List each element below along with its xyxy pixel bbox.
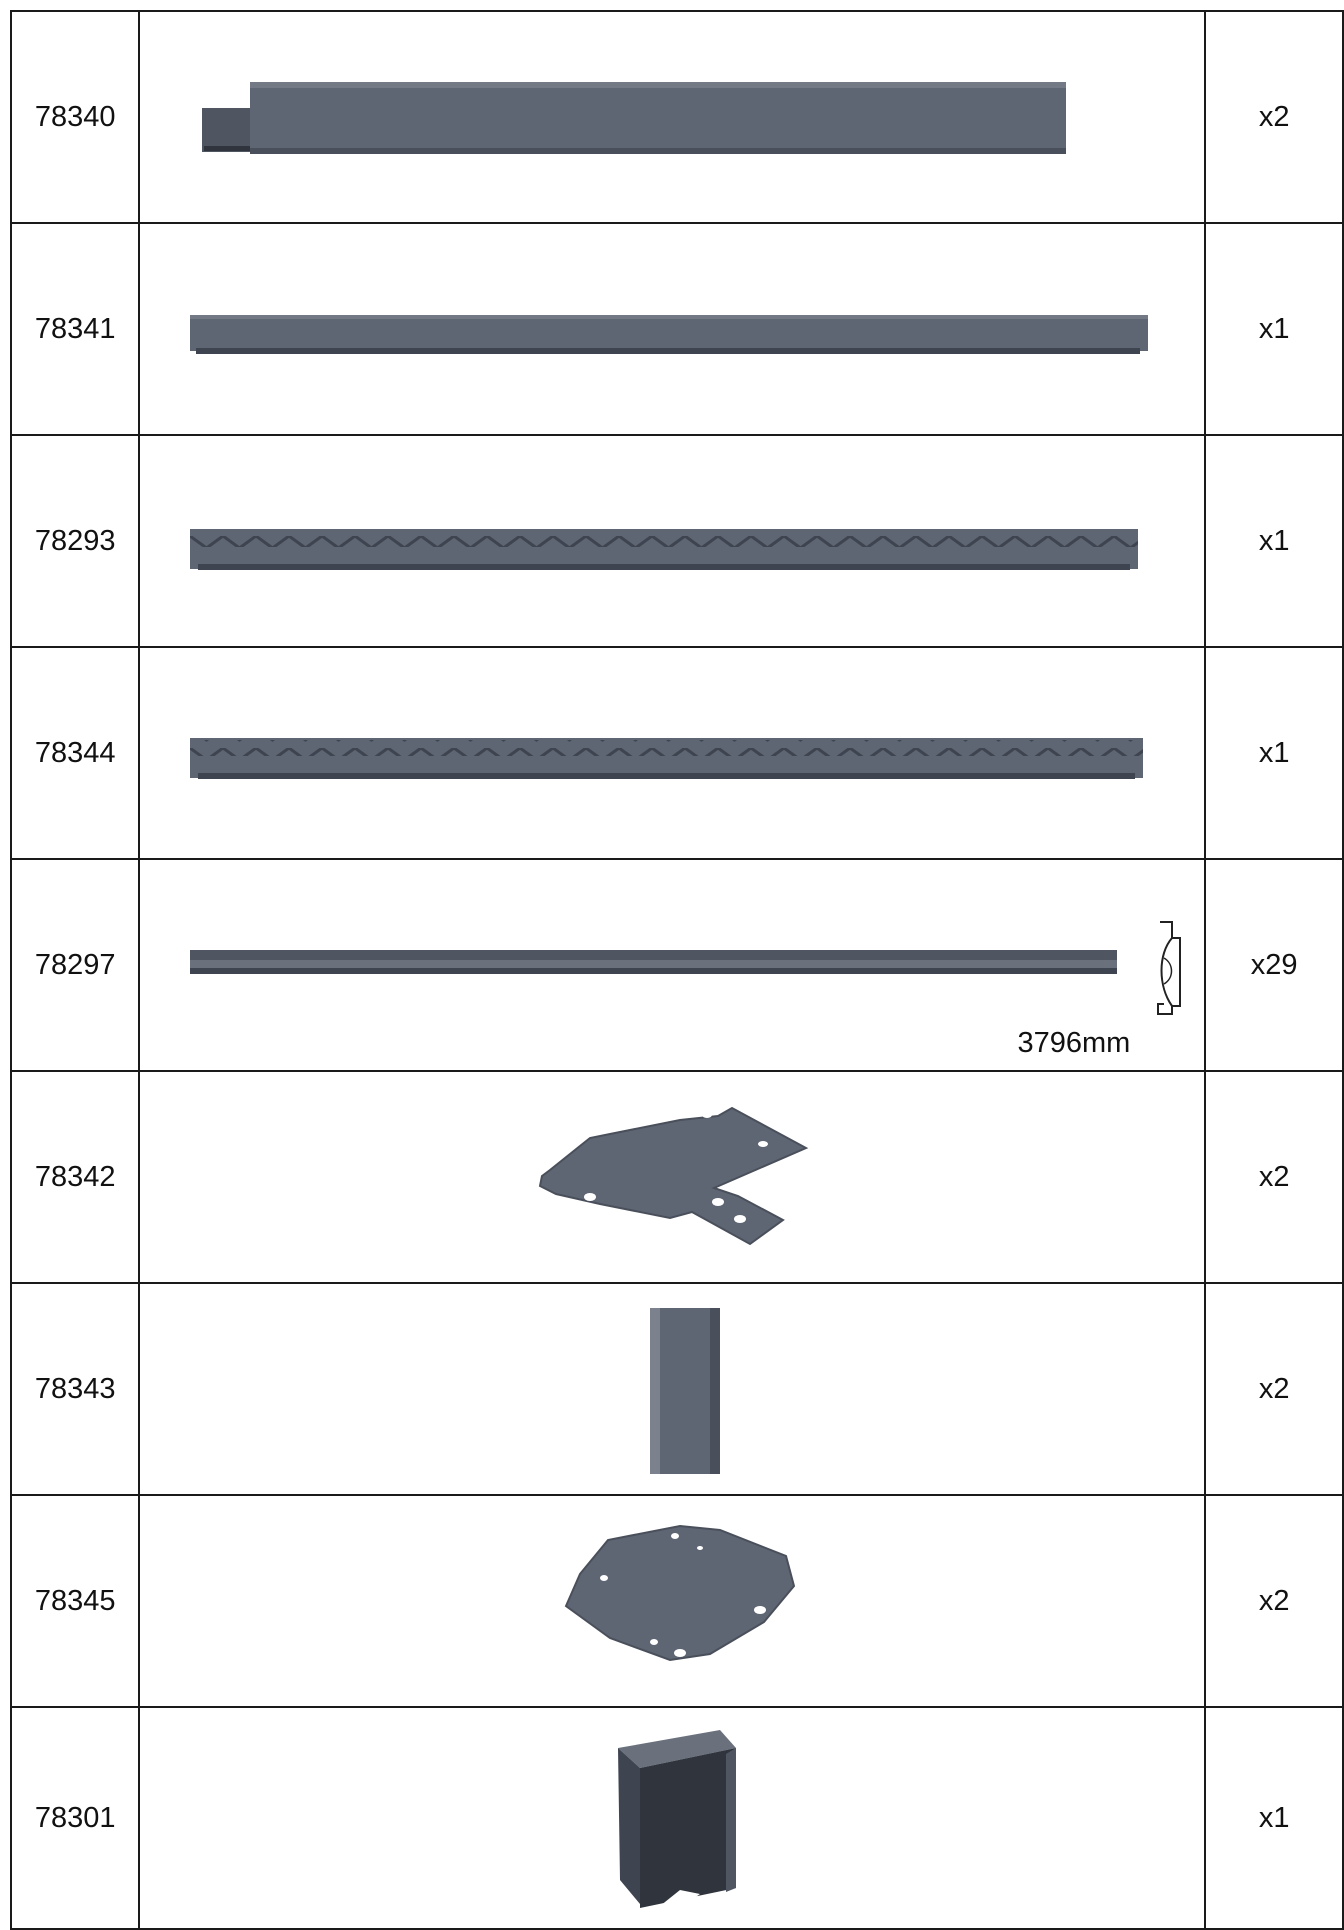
table-row: 78344 x1 [9,646,1344,860]
part-image-cell [138,1282,1207,1496]
part-code: 78293 [34,524,116,557]
part-image-cell [138,1706,1207,1930]
rectangular-tube-icon [202,82,1067,154]
bracket-box-icon [618,1730,737,1908]
part-code-cell: 78344 [9,646,141,860]
mounting-plate-icon [539,1106,809,1246]
table-row: 78301 x1 [9,1706,1344,1930]
part-code-cell: 78345 [9,1494,141,1708]
table-row: 78341 x1 [9,222,1344,436]
part-qty-cell: x1 [1204,1706,1344,1930]
part-code-cell: 78297 [9,858,141,1072]
part-qty: x1 [1258,736,1290,769]
part-code-cell: 78301 [9,1706,141,1930]
part-qty: x1 [1258,1801,1290,1834]
dimension-label: 3796mm [1017,1027,1131,1059]
short-channel-icon [650,1308,721,1474]
part-image-cell [138,1070,1207,1284]
part-code-cell: 78293 [9,434,141,648]
part-image-cell [138,222,1207,436]
part-qty-cell: x1 [1204,222,1344,436]
part-image-cell [138,10,1207,224]
part-code-cell: 78342 [9,1070,141,1284]
table-row: 78343 x2 [9,1282,1344,1496]
part-qty-cell: x2 [1204,10,1344,224]
part-image-cell [138,1494,1207,1708]
part-code: 78341 [34,312,116,345]
part-qty-cell: x29 [1204,858,1344,1072]
part-code: 78297 [34,948,116,981]
part-qty-cell: x2 [1204,1070,1344,1284]
toothed-rail-icon [190,738,1144,779]
part-qty-cell: x1 [1204,646,1344,860]
part-image-cell: 3796mm [138,858,1207,1072]
part-code: 78342 [34,1160,116,1193]
toothed-rail-icon [190,529,1139,570]
part-qty: x2 [1258,1160,1290,1193]
table-row: 78345 x2 [9,1494,1344,1708]
part-code-cell: 78343 [9,1282,141,1496]
part-code: 78345 [34,1584,116,1617]
part-qty: x1 [1258,524,1290,557]
part-qty-cell: x1 [1204,434,1344,648]
part-qty: x2 [1258,1372,1290,1405]
table-row: 78297 3796mm x29 [9,858,1344,1072]
part-image-cell [138,434,1207,648]
table-row: 78293 x1 [9,434,1344,648]
part-qty-cell: x2 [1204,1282,1344,1496]
part-code-cell: 78340 [9,10,141,224]
part-code-cell: 78341 [9,222,141,436]
slat-profile-icon [190,950,1118,974]
part-code: 78340 [34,100,116,133]
octagonal-plate-icon [565,1524,796,1662]
part-code: 78343 [34,1372,116,1405]
part-code: 78344 [34,736,116,769]
channel-rail-icon [190,315,1149,354]
part-qty: x29 [1250,948,1298,981]
slat-profile-icon [1157,921,1182,1015]
parts-table: 78340 x2 78341 x1 78293 [9,10,1344,1930]
part-qty-cell: x2 [1204,1494,1344,1708]
part-qty: x2 [1258,1584,1290,1617]
part-qty: x2 [1258,100,1290,133]
table-row: 78340 x2 [9,10,1344,224]
table-row: 78342 x2 [9,1070,1344,1284]
part-image-cell [138,646,1207,860]
part-code: 78301 [34,1801,116,1834]
part-qty: x1 [1258,312,1290,345]
